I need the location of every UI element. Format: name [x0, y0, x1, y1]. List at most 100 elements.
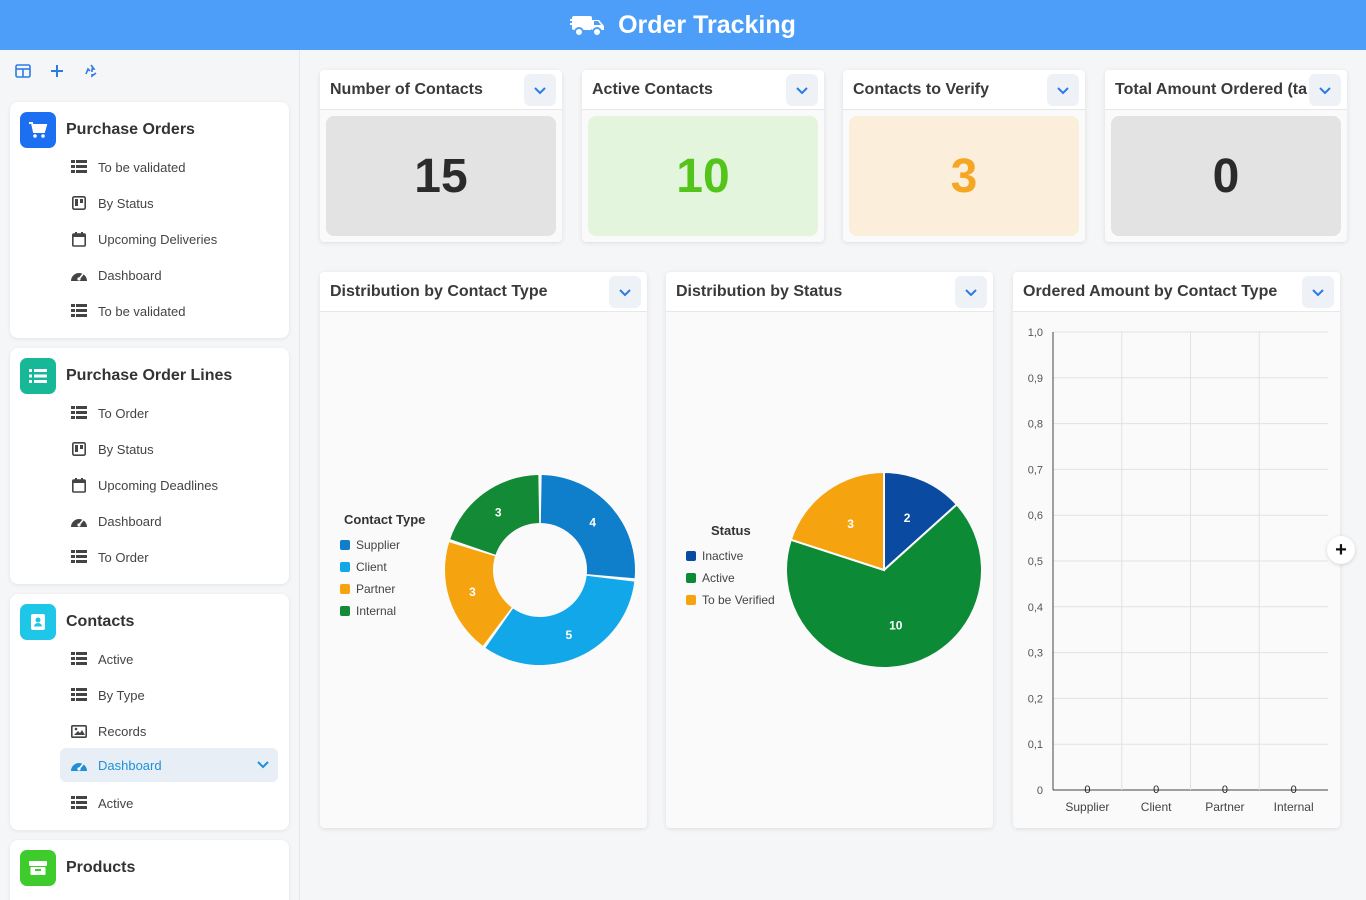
legend-item[interactable]: Internal	[340, 604, 396, 618]
pie-slice[interactable]	[785, 503, 983, 669]
menu-item-label: Active	[98, 795, 134, 811]
contact-book-icon	[20, 604, 56, 640]
legend-swatch	[340, 584, 350, 594]
chevron-down-icon[interactable]	[524, 74, 556, 106]
pie-slice[interactable]	[883, 470, 959, 573]
purchase-orders-header[interactable]: Purchase Orders	[20, 112, 195, 148]
donut-slice[interactable]	[540, 475, 635, 579]
menu-item-to-order[interactable]: To Order	[60, 396, 278, 430]
widget-title: Number of Contacts	[330, 81, 483, 98]
chevron-down-icon[interactable]	[786, 74, 818, 106]
chevron-down-icon[interactable]	[955, 276, 987, 308]
list-icon	[70, 159, 88, 175]
menu-item-dashboard[interactable]: Dashboard	[60, 258, 278, 292]
group-title: Purchase Orders	[66, 121, 195, 138]
menu-item-to-be-validated[interactable]: To be validated	[60, 294, 278, 328]
menu-item-by-type[interactable]: By Type	[60, 678, 278, 712]
slice-label: 4	[589, 515, 596, 529]
chevron-down-icon[interactable]	[256, 757, 270, 774]
menu-item-by-status[interactable]: By Status	[60, 432, 278, 466]
app-header: Order Tracking	[0, 0, 1366, 50]
products-group: Products	[10, 840, 289, 900]
image-icon	[70, 723, 88, 739]
x-tick-label: Supplier	[1065, 800, 1109, 814]
legend-item[interactable]: Client	[340, 560, 387, 574]
menu-item-to-be-validated[interactable]: To be validated	[60, 150, 278, 184]
legend-item[interactable]: Supplier	[340, 538, 400, 552]
chevron-down-icon[interactable]	[1309, 74, 1341, 106]
y-tick-label: 0,6	[1028, 510, 1043, 522]
menu-item-upcoming-deliveries[interactable]: Upcoming Deliveries	[60, 222, 278, 256]
app-title: Order Tracking	[618, 10, 796, 39]
menu-item-label: By Status	[98, 195, 154, 211]
donut-slice[interactable]	[445, 542, 512, 646]
legend-swatch	[340, 540, 350, 550]
menu-item-label: Upcoming Deadlines	[98, 477, 218, 493]
group-title: Products	[66, 859, 136, 876]
legend-swatch	[686, 573, 696, 583]
widget-title: Total Amount Ordered (ta	[1115, 81, 1307, 98]
dashboard-icon	[70, 513, 88, 529]
products-header[interactable]: Products	[20, 850, 135, 886]
y-tick-label: 0,8	[1028, 419, 1043, 431]
menu-item-label: Records	[98, 723, 147, 739]
donut-slice[interactable]	[450, 475, 540, 555]
menu-item-dashboard[interactable]: Dashboard	[60, 504, 278, 538]
menu-item-label: To Order	[98, 405, 149, 421]
slice-label: 10	[889, 619, 903, 633]
menu-item-active[interactable]: Active	[60, 642, 278, 676]
bar-value-label: 0	[1084, 784, 1090, 796]
kpi-active-contacts: Active Contacts 10	[582, 70, 824, 242]
y-tick-label: 0,4	[1028, 602, 1043, 614]
menu-item-label: Upcoming Deliveries	[98, 231, 218, 247]
x-tick-label: Partner	[1205, 800, 1244, 814]
menu-item-by-status[interactable]: By Status	[60, 186, 278, 220]
donut-slice[interactable]	[485, 575, 635, 665]
add-widget-button[interactable]: +	[1327, 536, 1355, 564]
menu-item-records[interactable]: Records	[60, 714, 278, 748]
menu-item-label: Dashboard	[98, 757, 162, 773]
menu-item-label: By Type	[98, 687, 145, 703]
legend-item[interactable]: Inactive	[686, 549, 743, 563]
chevron-down-icon[interactable]	[609, 276, 641, 308]
menu-item-label: To be validated	[98, 159, 186, 175]
recycle-icon[interactable]	[78, 60, 104, 82]
chevron-down-icon[interactable]	[1302, 276, 1334, 308]
slice-label: 3	[495, 506, 502, 520]
legend-label: Supplier	[356, 538, 401, 552]
chart-ordered-amount-widget: Ordered Amount by Contact Type 0 0,1 0,2 0,…	[1013, 272, 1340, 828]
layout-icon[interactable]	[10, 60, 36, 82]
widget-header: Distribution by Contact Type	[320, 272, 647, 312]
kanban-icon	[70, 195, 88, 211]
y-tick-label: 0,7	[1028, 464, 1043, 476]
legend-item[interactable]: Active	[686, 571, 735, 585]
menu-item-dashboard-active[interactable]: Dashboard	[60, 748, 278, 782]
y-tick-label: 0	[1037, 785, 1043, 797]
chevron-down-icon[interactable]	[1047, 74, 1079, 106]
legend-item[interactable]: Partner	[340, 582, 395, 596]
legend-title: Status	[711, 523, 751, 538]
y-tick-label: 0,2	[1028, 693, 1043, 705]
cart-icon	[20, 112, 56, 148]
pie-chart: 2 10 3	[785, 470, 983, 669]
legend-item[interactable]: To be Verified	[686, 593, 775, 607]
menu-item-to-order[interactable]: To Order	[60, 540, 278, 574]
widget-title: Active Contacts	[592, 81, 713, 98]
legend-swatch	[340, 606, 350, 616]
kpi-number-of-contacts: Number of Contacts 15	[320, 70, 562, 242]
bar-value-label: 0	[1222, 784, 1228, 796]
group-title: Purchase Order Lines	[66, 367, 233, 384]
pie-slice[interactable]	[789, 470, 885, 572]
kpi-total-amount-ordered: Total Amount Ordered (ta 0	[1105, 70, 1347, 242]
plus-icon[interactable]	[44, 60, 70, 82]
menu-item-active[interactable]: Active	[60, 786, 278, 820]
contacts-header[interactable]: Contacts	[20, 604, 134, 640]
list-icon	[70, 303, 88, 319]
menu-item-upcoming-deadlines[interactable]: Upcoming Deadlines	[60, 468, 278, 502]
box-icon	[20, 850, 56, 886]
legend-swatch	[340, 562, 350, 572]
widget-header: Number of Contacts	[320, 70, 562, 110]
widget-header: Contacts to Verify	[843, 70, 1085, 110]
purchase-order-lines-header[interactable]: Purchase Order Lines	[20, 358, 232, 394]
menu-item-label: To Order	[98, 549, 149, 565]
